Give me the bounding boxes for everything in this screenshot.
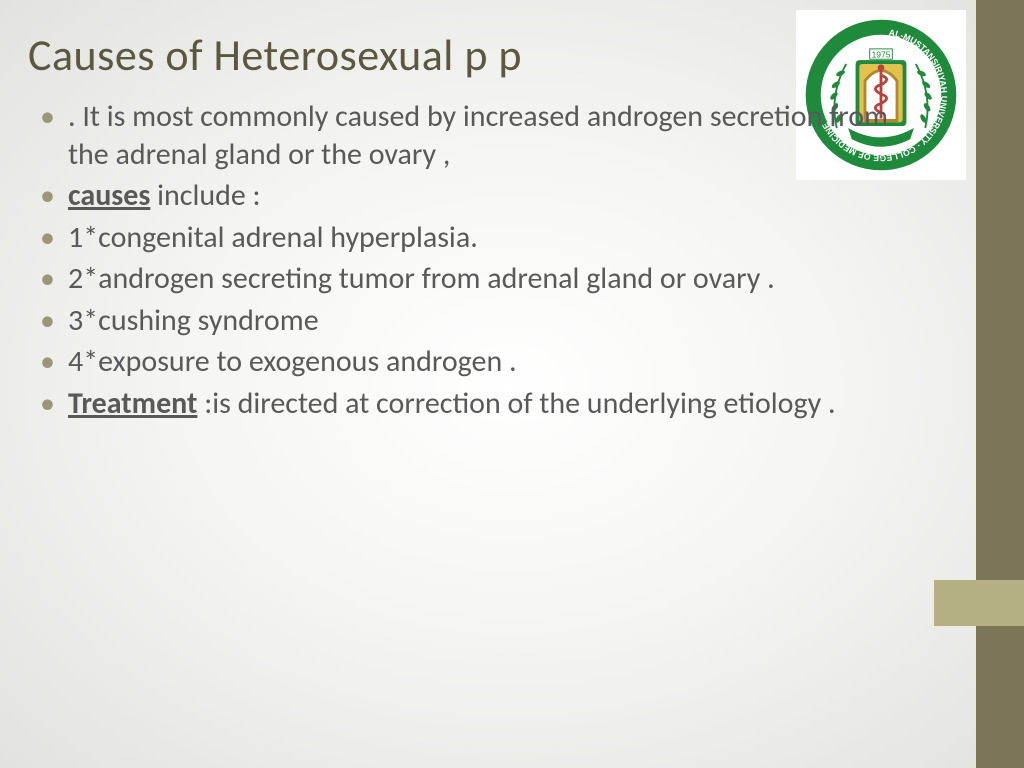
bullet-item: 2*androgen secreting tumor from adrenal … <box>36 260 896 298</box>
bullet-item: Treatment :is directed at correction of … <box>36 385 896 423</box>
slide-title: Causes of Heterosexual p p <box>28 28 788 82</box>
bullet-item: 1*congenital adrenal hyperplasia. <box>36 219 896 257</box>
bullet-item: . It is most commonly caused by increase… <box>36 98 896 173</box>
right-accent-block <box>934 580 1024 626</box>
right-sidebar <box>976 0 1024 768</box>
content-area: . It is most commonly caused by increase… <box>36 98 896 426</box>
bullet-item: causes include : <box>36 177 896 215</box>
seal-year: 1975 <box>872 49 891 59</box>
bullet-item: 3*cushing syndrome <box>36 302 896 340</box>
bullet-item: 4*exposure to exogenous androgen . <box>36 343 896 381</box>
bullet-list: . It is most commonly caused by increase… <box>36 98 896 422</box>
slide: AL-MUSTANSIRIYAH UNIVERSITY · COLLEGE OF… <box>0 0 1024 768</box>
